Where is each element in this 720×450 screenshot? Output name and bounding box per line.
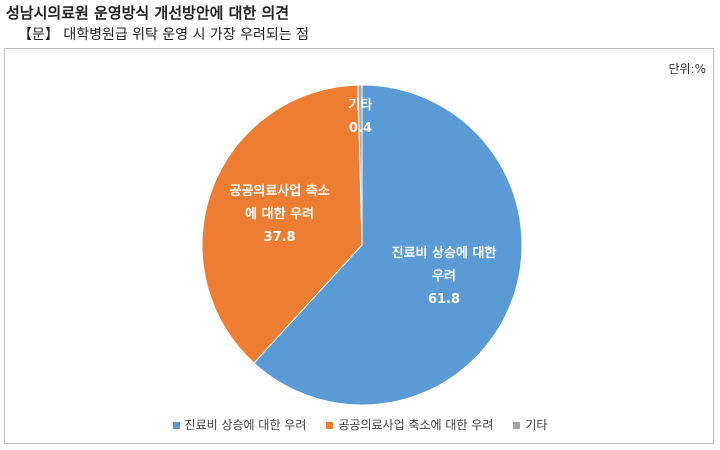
legend-item: 공공의료사업 축소에 대한 우려: [326, 416, 493, 433]
data-label-value: 37.8: [263, 229, 296, 245]
pie-slice: [201, 84, 363, 364]
legend-label: 기타: [525, 418, 548, 432]
data-label-value: 0.4: [348, 121, 372, 136]
data-label-value: 61.8: [427, 292, 461, 308]
chart-frame: [4, 48, 714, 444]
legend: 진료비 상승에 대한 우려 공공의료사업 축소에 대한 우려 기타: [0, 416, 720, 433]
pie-slice: [357, 84, 363, 246]
data-label: 공공의료사업 축소에 대한 우려 37.8: [205, 180, 355, 249]
unit-label: 단위:%: [668, 62, 706, 76]
data-label: 기타 0.4: [285, 94, 435, 140]
legend-swatch: [326, 422, 334, 429]
data-label-category: 진료비 상승에 대한 우려: [391, 246, 497, 285]
legend-swatch: [513, 422, 521, 429]
legend-label: 진료비 상승에 대한 우려: [184, 418, 307, 432]
legend-label: 공공의료사업 축소에 대한 우려: [338, 418, 494, 432]
chart-subtitle: 【문】 대학병원급 위탁 운영 시 가장 우려되는 점: [18, 27, 309, 43]
chart-title: 성남시의료원 운영방식 개선방안에 대한 의견: [6, 4, 290, 22]
pie-slice: [253, 84, 523, 406]
legend-swatch: [172, 422, 180, 429]
legend-item: 기타: [513, 416, 547, 433]
data-label-category: 공공의료사업 축소에 대한 우려: [229, 183, 330, 222]
legend-item: 진료비 상승에 대한 우려: [172, 416, 307, 433]
data-label: 진료비 상승에 대한 우려 61.8: [369, 242, 519, 311]
data-label-category: 기타: [348, 98, 373, 113]
